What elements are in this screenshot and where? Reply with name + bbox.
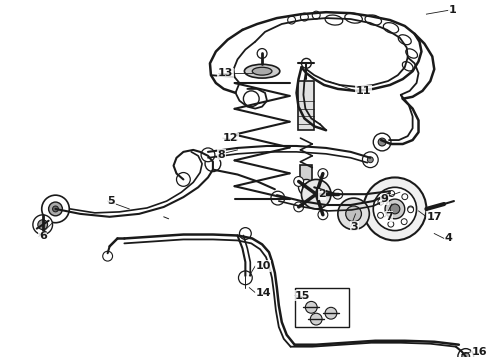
Circle shape [49,202,62,216]
Text: 7: 7 [385,212,393,222]
Circle shape [325,307,337,319]
Circle shape [388,221,394,227]
Circle shape [257,49,267,58]
Circle shape [408,207,414,213]
Text: 5: 5 [108,196,115,206]
Ellipse shape [406,49,417,58]
Circle shape [378,138,386,146]
Text: 2: 2 [318,189,326,199]
Text: 15: 15 [294,291,310,301]
Ellipse shape [245,64,280,78]
Circle shape [312,11,320,19]
Circle shape [288,16,295,24]
Text: 8: 8 [218,150,225,160]
Circle shape [402,194,408,200]
Circle shape [381,188,397,204]
Circle shape [462,352,470,360]
Circle shape [346,206,362,222]
Circle shape [244,91,259,107]
Circle shape [205,156,221,172]
Circle shape [298,179,314,195]
Circle shape [294,176,304,186]
Circle shape [390,204,400,214]
Circle shape [239,271,252,285]
Circle shape [368,157,373,163]
Circle shape [302,183,310,191]
Circle shape [310,313,322,325]
Circle shape [338,198,369,230]
Ellipse shape [398,35,411,45]
Circle shape [240,228,251,239]
Circle shape [318,169,328,179]
Circle shape [294,202,304,212]
Circle shape [364,177,426,240]
Circle shape [271,191,285,205]
Circle shape [38,220,48,230]
Circle shape [386,193,392,199]
Ellipse shape [402,62,413,71]
Circle shape [458,348,474,360]
Circle shape [363,152,378,168]
Ellipse shape [252,67,272,75]
Text: 13: 13 [218,68,233,78]
Bar [300,165,312,184]
Circle shape [309,183,319,192]
Circle shape [300,13,308,21]
Circle shape [301,179,331,209]
Circle shape [389,190,394,197]
Circle shape [385,199,405,219]
Circle shape [42,195,69,223]
Circle shape [401,219,407,225]
Text: 3: 3 [351,222,358,231]
Circle shape [176,172,190,186]
Circle shape [33,215,52,234]
Circle shape [333,189,343,199]
Bar [298,81,314,130]
Ellipse shape [345,13,362,23]
Circle shape [373,187,416,231]
Text: 12: 12 [223,133,238,143]
Text: 9: 9 [380,194,388,204]
Circle shape [52,206,58,212]
Ellipse shape [383,23,398,33]
Circle shape [378,199,384,205]
Circle shape [318,210,328,220]
Text: 17: 17 [426,212,442,222]
Ellipse shape [365,15,382,25]
Text: 4: 4 [444,233,452,243]
Circle shape [305,301,317,313]
Text: 1: 1 [449,5,457,15]
Bar [294,288,349,327]
Circle shape [384,185,396,197]
Circle shape [373,133,391,151]
Text: 11: 11 [356,86,371,96]
Circle shape [388,189,392,193]
Circle shape [378,212,384,218]
Text: 6: 6 [39,231,47,242]
Text: 14: 14 [255,288,271,298]
Text: 10: 10 [255,261,270,271]
Circle shape [103,251,113,261]
Circle shape [301,58,311,68]
Circle shape [201,148,215,162]
Text: 16: 16 [472,347,487,357]
Ellipse shape [325,15,343,25]
Circle shape [408,206,414,212]
